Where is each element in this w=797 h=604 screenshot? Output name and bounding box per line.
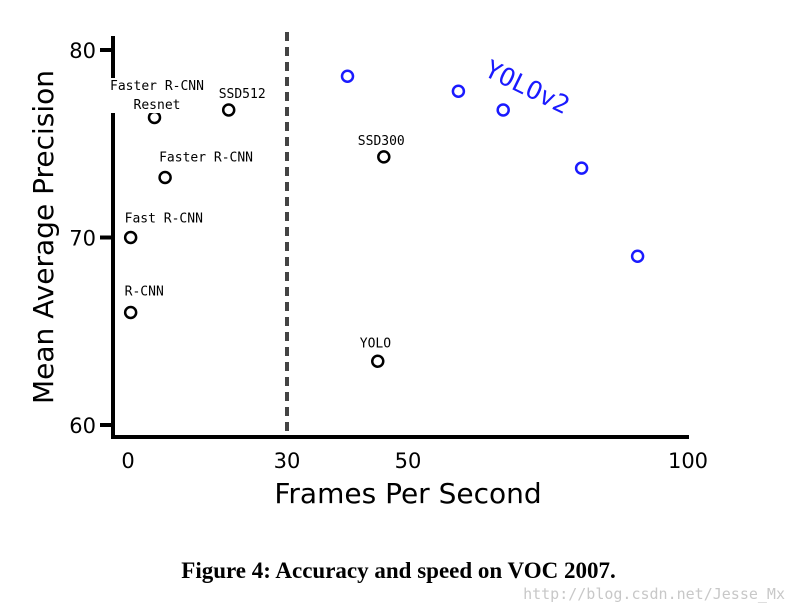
data-point-ssd512 (221, 103, 236, 117)
data-point-faster-r-cnn (158, 170, 172, 185)
series-label-yolov2: YOLOv2 (480, 54, 574, 120)
data-point-yolo (371, 354, 385, 368)
x-axis-label: Frames Per Second (274, 477, 541, 510)
data-point-yolov2 (630, 249, 645, 263)
data-point-yolov2 (574, 161, 589, 175)
y-tick-label: 80 (69, 39, 96, 63)
point-label: Fast R-CNN (125, 212, 203, 227)
data-point-fast-r-cnn (123, 230, 138, 245)
data-point-yolov2 (451, 84, 466, 98)
y-axis-label: Mean Average Precision (27, 70, 60, 404)
point-label: Resnet (134, 98, 181, 113)
scatter-chart: 60 70 80 0 30 50 100 R-CNN Fast R-CNN Faster R-C… (27, 32, 708, 510)
x-tick-label: 100 (668, 449, 708, 473)
y-tick-label: 70 (69, 227, 96, 251)
point-label: SSD512 (219, 87, 266, 102)
x-tick-label: 30 (274, 449, 301, 473)
point-label: SSD300 (358, 134, 405, 149)
x-tick-label: 0 (121, 449, 134, 473)
data-point-ssd300 (377, 150, 391, 164)
y-tick-label: 60 (69, 414, 96, 438)
data-point-faster-r-cnn-resnet (147, 110, 162, 125)
data-point-r-cnn (123, 305, 138, 320)
point-label: R-CNN (125, 285, 164, 300)
data-point-yolov2 (496, 103, 510, 117)
point-label: Faster R-CNN (159, 151, 253, 166)
data-point-yolov2 (340, 69, 355, 83)
point-label: Faster R-CNN (110, 79, 204, 94)
watermark: http://blog.csdn.net/Jesse_Mx (523, 585, 785, 603)
figure-caption: Figure 4: Accuracy and speed on VOC 2007… (181, 558, 616, 583)
point-label: YOLO (360, 336, 391, 351)
x-tick-label: 50 (395, 449, 422, 473)
